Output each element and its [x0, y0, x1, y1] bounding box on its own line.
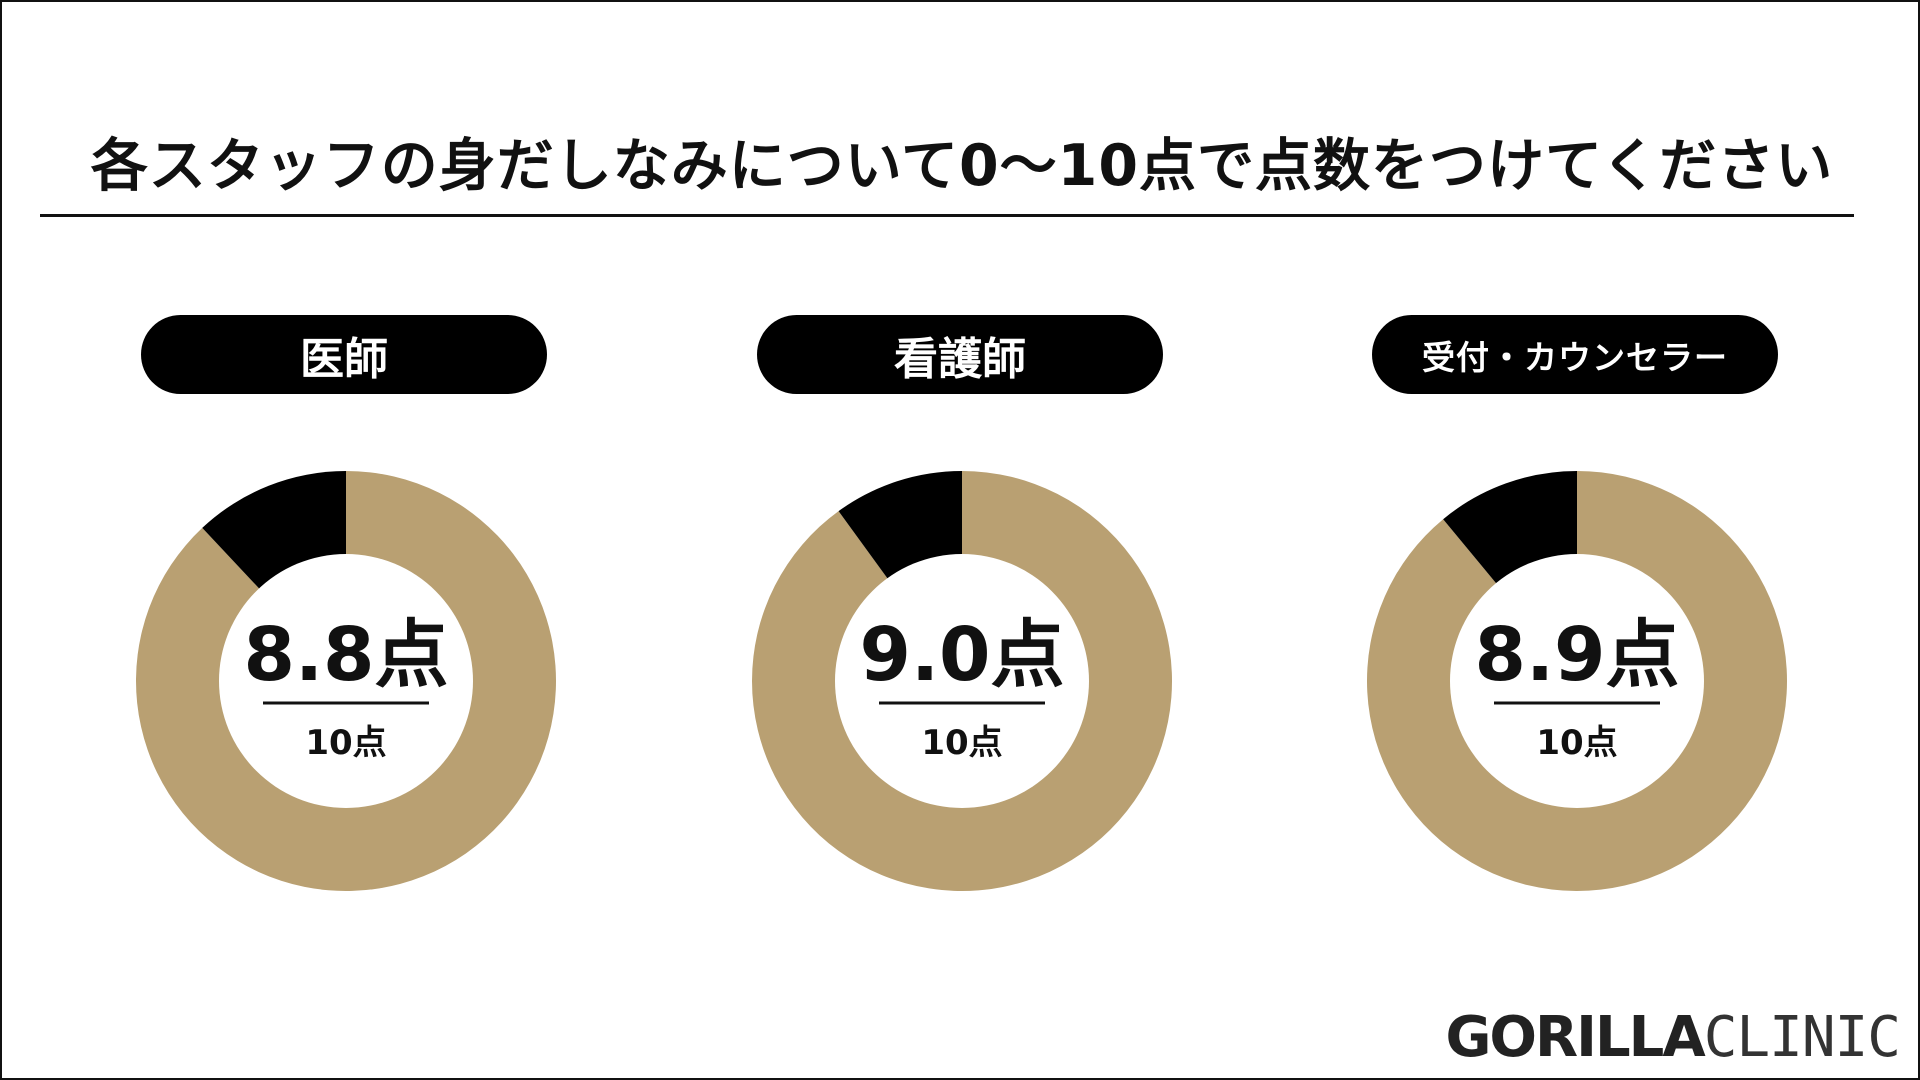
- donut-center-hole: [219, 554, 473, 808]
- max-score: 10点: [305, 723, 386, 763]
- max-score: 10点: [921, 723, 1002, 763]
- score-value: 9.0点: [859, 612, 1064, 698]
- chart-panel-doctor: 医師 8.8点 10点: [136, 315, 556, 915]
- donut-center-hole: [835, 554, 1089, 808]
- logo-bold-text: GORILLA: [1445, 1005, 1705, 1070]
- score-value: 8.9点: [1474, 612, 1679, 698]
- logo-light-text: CLINIC: [1703, 1005, 1901, 1070]
- category-label-nurse: 看護師: [757, 315, 1163, 394]
- score-value: 8.8点: [243, 612, 448, 698]
- category-label-doctor: 医師: [141, 315, 547, 394]
- slide-title: 各スタッフの身だしなみについて0〜10点で点数をつけてください: [90, 133, 1834, 199]
- chart-panel-reception: 受付・カウンセラー 8.9点 10点: [1367, 315, 1787, 915]
- max-score: 10点: [1536, 723, 1617, 763]
- title-divider: [40, 214, 1854, 217]
- donut-chart-doctor: 8.8点 10点: [136, 471, 556, 891]
- chart-panel-nurse: 看護師 9.0点 10点: [752, 315, 1172, 915]
- donut-chart-reception: 8.9点 10点: [1367, 471, 1787, 891]
- donut-chart-nurse: 9.0点 10点: [752, 471, 1172, 891]
- category-label-reception: 受付・カウンセラー: [1372, 315, 1778, 394]
- brand-logo: GORILLACLINIC: [1445, 1010, 1901, 1066]
- donut-center-hole: [1450, 554, 1704, 808]
